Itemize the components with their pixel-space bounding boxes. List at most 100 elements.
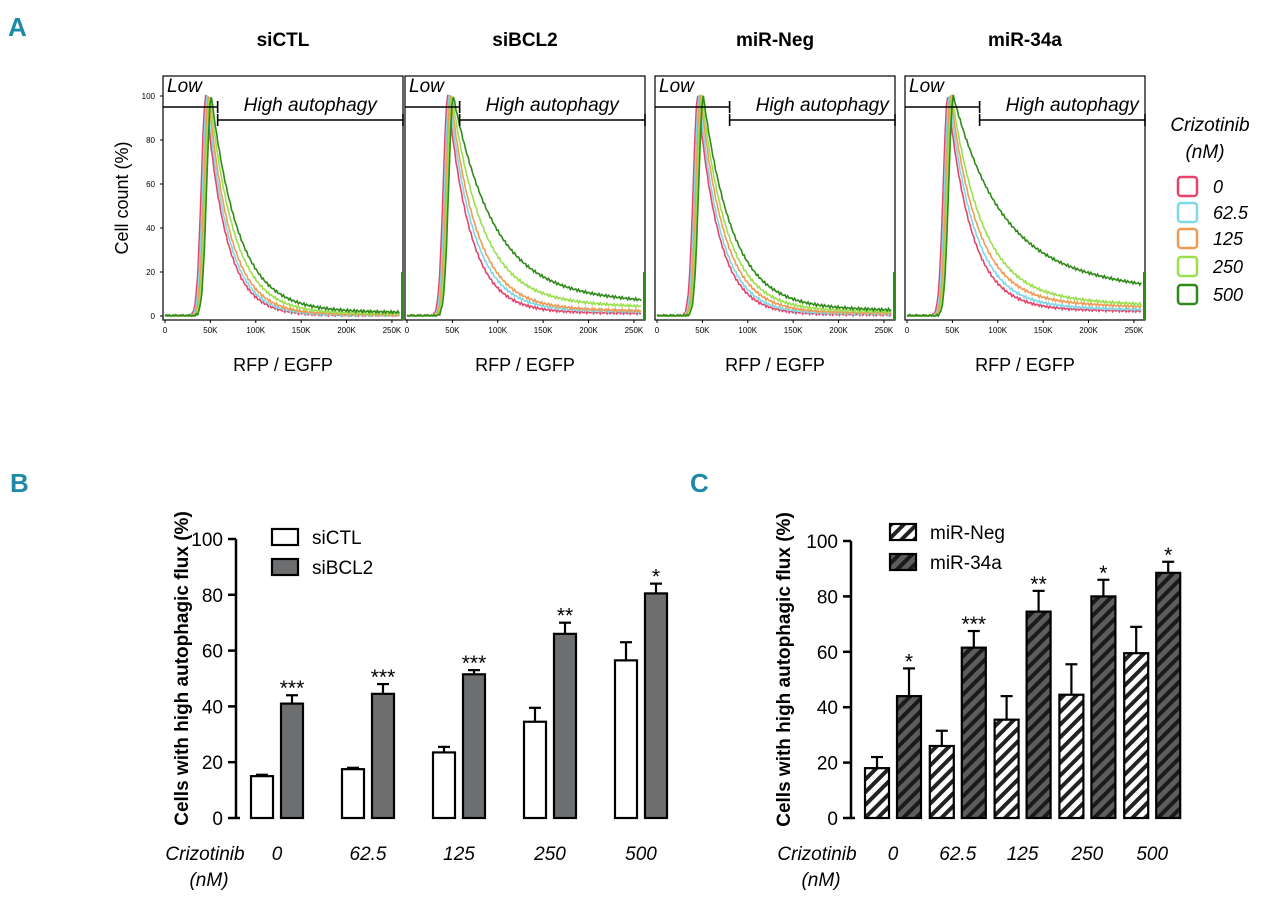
significance-marker: ** (1030, 573, 1046, 596)
significance-marker: * (1099, 562, 1107, 585)
bar-miR-Neg-62.5 (928, 744, 955, 820)
significance-marker: *** (371, 666, 396, 689)
x-tick-label: 0 (905, 326, 910, 335)
category-label: 500 (625, 844, 657, 865)
panel-letter-b: B (10, 468, 29, 498)
x-tick-label: 0 (163, 326, 168, 335)
low-gate-label: Low (909, 76, 945, 97)
legend-swatch-250 (1176, 255, 1199, 278)
legend-label-siBCL2: siBCL2 (312, 558, 373, 579)
significance-marker: * (1164, 544, 1172, 567)
x-tick-label: 0 (655, 326, 660, 335)
y-tick-label: 20 (202, 753, 223, 774)
legend-label-500: 500 (1213, 285, 1243, 305)
y-tick-label: 0 (212, 809, 223, 830)
histogram-curve-500 (656, 95, 892, 318)
x-tick-label: 100K (738, 326, 757, 335)
legend-swatch-miR-34a (888, 552, 918, 572)
bar-siCTL-500 (613, 659, 639, 820)
x-tick-label: 200K (337, 326, 356, 335)
low-gate-label: Low (409, 76, 445, 97)
low-gate-label: Low (659, 76, 695, 97)
histogram-panel: siBCL2 0 50K 100K 150K 200K 250K RFP / EGFP Low H… (404, 30, 646, 375)
category-label: 125 (1007, 844, 1039, 865)
histogram-xlabel: RFP / EGFP (975, 355, 1075, 375)
legend-swatch-siBCL2 (270, 557, 300, 577)
bar-miR-Neg-125 (993, 718, 1020, 820)
x-tick-label: 150K (292, 326, 311, 335)
high-gate-label: High autophagy (486, 95, 621, 116)
category-label: 250 (1071, 844, 1104, 865)
bar-miR-34a-62.5 (960, 646, 987, 820)
significance-marker: ** (557, 605, 573, 628)
bar-siBCL2-125 (461, 673, 487, 820)
y-tick-label: 40 (817, 698, 838, 719)
legend-label-62.5: 62.5 (1213, 203, 1249, 223)
x-tick-label: 150K (1034, 326, 1053, 335)
x-tick-label: 200K (829, 326, 848, 335)
bar-miR-34a-0 (895, 695, 923, 820)
y-axis-label: Cells with high autophagic flux (%) (774, 512, 795, 827)
category-label: 62.5 (350, 844, 387, 865)
significance-marker: * (652, 566, 660, 589)
panel-a-legend: Crizotinib (nM) 0 62.5 125 250 500 (1170, 115, 1250, 306)
panel-a-ylabel: Cell count (%) (112, 141, 132, 254)
x-tick-label: 250K (625, 326, 644, 335)
high-gate-label: High autophagy (1006, 95, 1141, 116)
histogram-curve-62.5 (906, 96, 1142, 318)
bar-siCTL-62.5 (340, 768, 366, 820)
x-tick-label: 50K (945, 326, 960, 335)
legend-swatch-0 (1176, 175, 1199, 198)
histogram-curve-62.5 (406, 94, 642, 318)
y-tick-label: 80 (817, 587, 838, 608)
histogram-frame (904, 75, 1146, 321)
x-tick-label: 250K (875, 326, 894, 335)
bar-miR-Neg-250 (1058, 693, 1085, 820)
category-label: 0 (272, 844, 283, 865)
legend-title-line1: Crizotinib (1170, 115, 1249, 136)
panel-letter-c: C (690, 468, 709, 498)
histogram-curve-125 (406, 95, 642, 318)
bar-miR-Neg-0 (863, 767, 891, 820)
histogram-curve-500 (906, 94, 1142, 318)
histogram-frame (162, 75, 404, 321)
legend-label-125: 125 (1213, 229, 1244, 249)
histogram-curve-250 (164, 97, 400, 318)
bar-miR-34a-125 (1025, 610, 1052, 820)
x-axis-label-line2: (nM) (189, 870, 228, 891)
panel-letter-a: A (8, 12, 27, 42)
y-tick-label: 20 (817, 754, 838, 775)
legend-label-miR-34a: miR-34a (930, 553, 1002, 574)
y-tick-label: 60 (202, 642, 223, 663)
x-tick-label: 0 (405, 326, 410, 335)
bar-siCTL-125 (431, 751, 457, 820)
histogram-panel: miR-Neg 0 50K 100K 150K 200K 250K RFP / EGFP Low… (654, 30, 896, 375)
significance-marker: * (905, 650, 913, 673)
y-tick-label: 100 (191, 530, 223, 551)
significance-marker: *** (962, 613, 987, 636)
legend-label-miR-Neg: miR-Neg (930, 523, 1005, 544)
low-gate-label: Low (167, 76, 203, 97)
histogram-curve-125 (906, 95, 1142, 318)
y-tick-label: 80 (146, 136, 155, 145)
y-axis-label: Cells with high autophagic flux (%) (172, 511, 193, 826)
x-axis-label-line1: Crizotinib (777, 844, 856, 865)
bar-siBCL2-500 (643, 592, 669, 820)
legend-label-250: 250 (1212, 257, 1243, 277)
x-tick-label: 150K (534, 326, 553, 335)
histogram-frame (404, 75, 646, 321)
bar-miR-34a-250 (1090, 595, 1117, 820)
legend-swatch-siCTL (270, 527, 300, 547)
x-tick-label: 250K (383, 326, 402, 335)
histogram-title: siCTL (257, 30, 310, 51)
bar-siBCL2-0 (279, 702, 305, 820)
y-tick-label: 100 (142, 92, 156, 101)
bar-siCTL-0 (249, 775, 275, 820)
histogram-curve-250 (656, 94, 892, 318)
histogram-panel: miR-34a 0 50K 100K 150K 200K 250K RFP / EGFP Low… (904, 30, 1146, 375)
x-tick-label: 100K (246, 326, 265, 335)
histogram-curve-500 (406, 96, 642, 318)
y-tick-label: 80 (202, 586, 223, 607)
